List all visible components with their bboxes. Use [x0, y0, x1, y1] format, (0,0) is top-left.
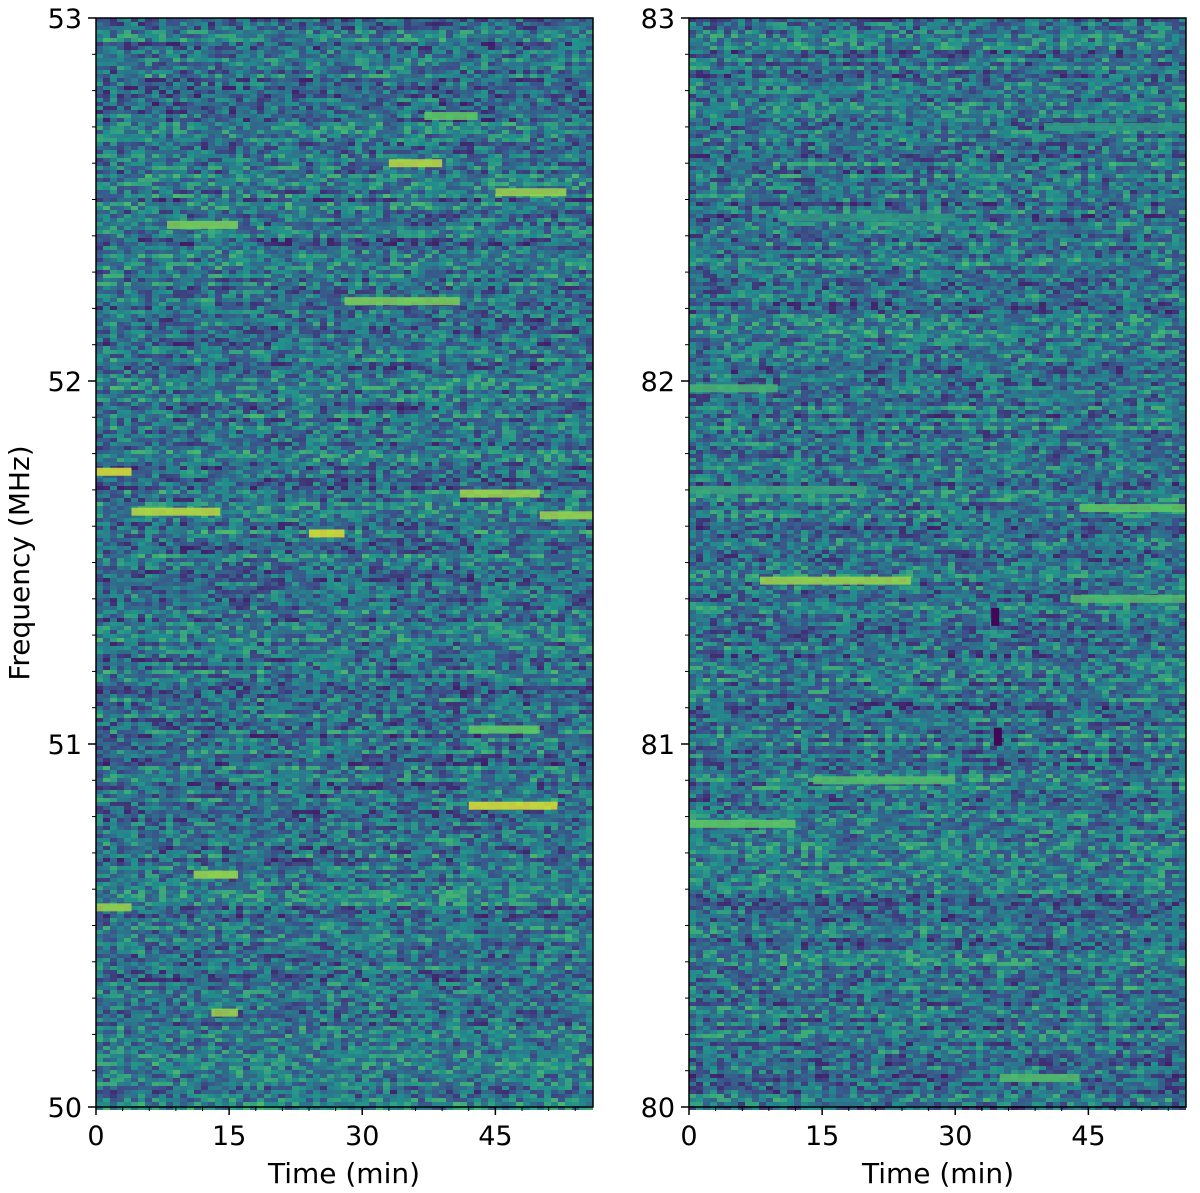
heatmap-feature [760, 577, 911, 585]
x-tick-label: 30 [938, 1121, 972, 1152]
heatmap-feature [389, 159, 442, 167]
y-tick-label: 53 [48, 4, 82, 35]
heatmap-feature [540, 511, 593, 519]
heatmap-feature [495, 188, 566, 196]
heatmap-feature [1071, 595, 1186, 603]
heatmap-noise-field [689, 18, 1186, 1110]
y-tick-label: 82 [641, 367, 675, 398]
y-tick-label: 83 [641, 4, 675, 35]
heatmap-feature [211, 1009, 238, 1017]
y-tick-label: 50 [48, 1093, 82, 1124]
heatmap-feature [194, 871, 238, 879]
heatmap-feature [1080, 504, 1187, 512]
heatmap-feature [813, 776, 955, 784]
x-tick-label: 45 [1071, 1121, 1105, 1152]
left-heatmap-panel: 0 15 30 45 50 51 52 53 [48, 4, 593, 1152]
heatmap-feature [1044, 123, 1186, 131]
heatmap-feature [132, 508, 221, 516]
y-axis-label: Frequency (MHz) [3, 445, 36, 680]
y-tick-label: 80 [641, 1093, 675, 1124]
y-tick-label: 81 [641, 730, 675, 761]
heatmap-feature [96, 903, 132, 911]
x-tick-label: 15 [805, 1121, 839, 1152]
heatmap-feature [469, 802, 558, 810]
heatmap-feature [1000, 1074, 1080, 1082]
heatmap-feature [778, 214, 956, 222]
heatmap-noise-field [96, 18, 593, 1110]
heatmap-feature [689, 486, 867, 494]
heatmap-feature [469, 725, 540, 733]
x-tick-label: 15 [212, 1121, 246, 1152]
right-heatmap-panel: 0 15 30 45 80 81 82 83 [641, 4, 1186, 1152]
heatmap-feature [309, 529, 345, 537]
x-axis-label-right: Time (min) [861, 1157, 1014, 1190]
x-tick-label: 45 [478, 1121, 512, 1152]
y-tick-label: 51 [48, 730, 82, 761]
heatmap-feature [460, 490, 540, 498]
x-tick-label: 30 [345, 1121, 379, 1152]
y-tick-label: 52 [48, 367, 82, 398]
heatmap-dark-spot [991, 608, 999, 626]
heatmap-feature [689, 384, 778, 392]
heatmap-feature [96, 468, 132, 476]
heatmap-feature [167, 221, 238, 229]
x-axis-label-left: Time (min) [267, 1157, 420, 1190]
heatmap-feature [424, 112, 477, 120]
heatmap-dark-spot [994, 728, 1002, 746]
x-tick-label: 0 [87, 1121, 104, 1152]
heatmap-feature [689, 820, 796, 828]
x-tick-label: 0 [680, 1121, 697, 1152]
heatmap-feature [345, 297, 460, 305]
